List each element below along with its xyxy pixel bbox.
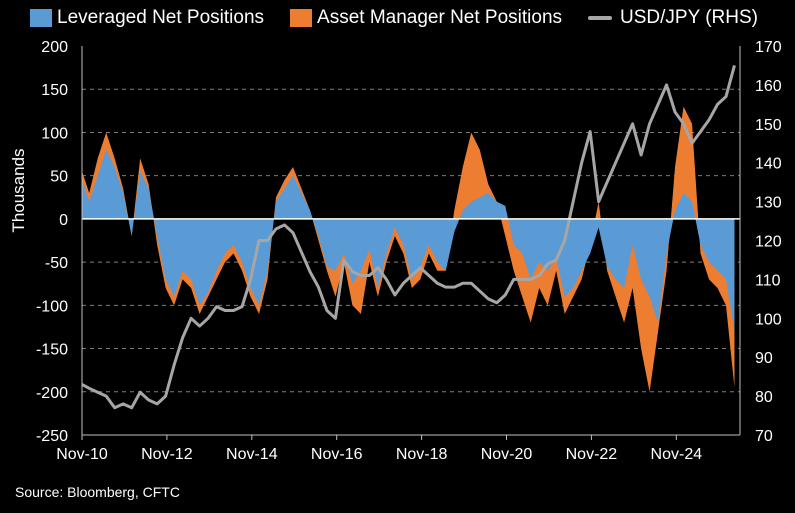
legend-label-asset-manager: Asset Manager Net Positions [317,7,563,28]
y2-tick-label: 160 [755,78,782,95]
x-tick-label: Nov-22 [566,446,618,463]
x-tick-label: Nov-14 [226,446,278,463]
y2-tick-label: 120 [755,234,782,251]
y-tick-label: 50 [50,169,68,186]
source-note: Source: Bloomberg, CFTC [15,484,180,500]
y2-tick-label: 140 [755,156,782,173]
legend-item-leveraged: Leveraged Net Positions [30,7,264,29]
y-tick-label: 100 [41,125,68,142]
y-tick-label: 150 [41,82,68,99]
usdjpy-series [81,65,736,410]
x-tick-label: Nov-18 [396,446,448,463]
x-tick-label: Nov-24 [651,446,703,463]
y-axis-label: Thousands [9,148,28,232]
legend-label-leveraged: Leveraged Net Positions [57,7,265,28]
legend-swatch-asset-manager [290,9,313,27]
y-tick-label: -150 [36,342,68,359]
tick-labels: -250 -200 -150 -100 -50 0 50 100 150 200 70 80 90 100… [9,39,782,463]
y-tick-label: 0 [59,212,68,229]
y-tick-label: -250 [36,428,68,445]
y2-tick-label: 70 [755,428,773,445]
y2-tick-label: 100 [755,311,782,328]
y2-tick-label: 80 [755,389,773,406]
y2-tick-label: 170 [755,39,782,56]
y2-tick-label: 90 [755,350,773,367]
legend-swatch-leveraged [30,9,52,27]
y-tick-label: -200 [36,385,68,402]
y-tick-label: -50 [45,255,68,272]
y2-tick-label: 150 [755,117,782,134]
y2-tick-label: 110 [755,272,781,289]
usdjpy-line [81,65,736,410]
legend-label-usdjpy: USD/JPY (RHS) [620,7,758,28]
legend-item-usdjpy: USD/JPY (RHS) [588,7,758,29]
legend: Leveraged Net Positions Asset Manager Ne… [30,6,784,30]
x-tick-label: Nov-16 [311,446,363,463]
y-tick-label: 200 [41,39,68,56]
leveraged-series [82,149,735,332]
x-tick-label: Nov-10 [56,446,108,463]
axes [81,46,741,440]
leveraged-area [82,149,735,332]
x-tick-label: Nov-12 [141,446,193,463]
y-tick-label: -100 [36,298,68,315]
x-tick-label: Nov-20 [481,446,533,463]
legend-swatch-usdjpy [588,16,613,20]
legend-item-asset-manager: Asset Manager Net Positions [290,7,562,29]
y2-tick-label: 130 [755,195,782,212]
